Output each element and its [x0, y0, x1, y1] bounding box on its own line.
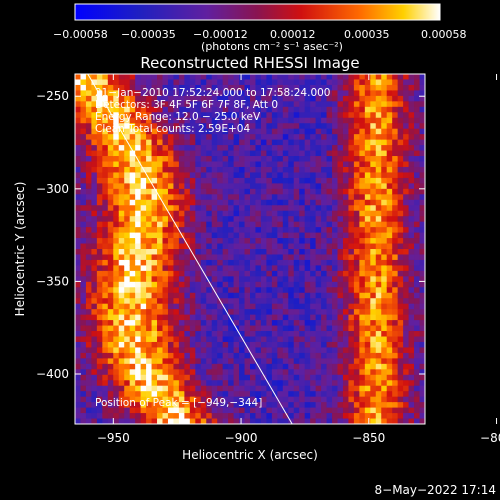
x-tick-label: −900 [225, 431, 258, 445]
colorbar-tick-label: −0.00035 [121, 28, 176, 41]
colorbar-ticks: −0.00058 −0.00035 −0.00012 0.00012 0.000… [53, 28, 467, 41]
y-axis-label: Heliocentric Y (arcsec) [13, 182, 27, 317]
plot-frame [74, 73, 426, 425]
y-tick-label: −350 [36, 274, 69, 288]
peak-position-label: Position of Peak = [−949,−344] [95, 397, 262, 409]
x-tick-label: −950 [97, 431, 130, 445]
colorbar-units: (photons cm⁻² s⁻¹ asec⁻²) [201, 40, 343, 53]
limb-line [87, 74, 293, 424]
x-tick-label: −800 [480, 431, 500, 445]
annotation-line: Clean Total counts: 2.59E+04 [95, 123, 250, 135]
y-axis: −250 −300 −350 −400 [36, 89, 425, 381]
x-axis-label: Heliocentric X (arcsec) [182, 448, 318, 462]
colorbar-tick-label: 0.00035 [344, 28, 390, 41]
y-tick-label: −250 [36, 89, 69, 103]
colorbar-tick-label: −0.00012 [193, 28, 248, 41]
x-axis: −950 −900 −850 −800 [97, 74, 500, 445]
y-tick-label: −400 [36, 367, 69, 381]
colorbar-tick-label: −0.00058 [53, 28, 108, 41]
chart-title: Reconstructed RHESSI Image [140, 54, 359, 72]
footer-date: 8−May−2022 17:14 [375, 483, 497, 497]
annotation-line: 21−Jan−2010 17:52:24.000 to 17:58:24.000 [95, 87, 331, 99]
y-tick-label: −300 [36, 182, 69, 196]
heatmap [75, 74, 425, 424]
annotation-line: Energy Range: 12.0 − 25.0 keV [95, 111, 261, 123]
colorbar-tick-label: 0.00058 [421, 28, 467, 41]
colorbar-tick-label: 0.00012 [270, 28, 316, 41]
x-tick-label: −850 [352, 431, 385, 445]
annotation-line: Detectors: 3F 4F 5F 6F 7F 8F, Att 0 [95, 99, 278, 111]
colorbar [74, 3, 441, 21]
annotation-block: 21−Jan−2010 17:52:24.000 to 17:58:24.000… [95, 87, 331, 135]
